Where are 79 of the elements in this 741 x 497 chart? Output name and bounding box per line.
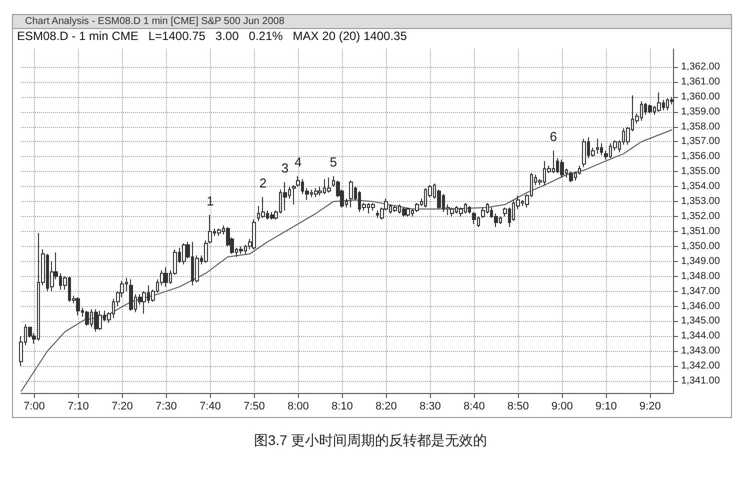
y-tick-label: 1,354.00 — [681, 181, 720, 192]
candlestick — [164, 266, 168, 288]
candlestick — [450, 207, 454, 218]
y-tick-label: 1,347.00 — [681, 286, 720, 297]
candlestick — [657, 92, 661, 112]
candlestick — [349, 180, 353, 208]
y-tick-label: 1,360.00 — [681, 91, 720, 102]
y-tick-label: 1,361.00 — [681, 76, 720, 88]
chart-subtitle: ESM08.D - 1 min CME L=1400.75 3.00 0.21% MAX 20 (20) 1400.35 — [16, 29, 408, 44]
x-tick-label: 7:40 — [199, 400, 221, 412]
y-tick-label: 1,353.00 — [681, 196, 720, 208]
annotation: 6 — [550, 129, 557, 144]
y-tick-label: 1,346.00 — [681, 300, 720, 312]
candlestick — [85, 310, 89, 326]
candlestick — [283, 182, 287, 212]
candlestick — [459, 207, 463, 218]
x-tick-label: 7:00 — [23, 400, 45, 412]
x-tick-label: 8:40 — [463, 400, 485, 412]
candlestick — [94, 308, 98, 332]
candlestick — [406, 207, 410, 218]
y-tick-label: 1,355.00 — [681, 166, 720, 178]
candlestick — [402, 207, 406, 218]
y-tick-label: 1,357.00 — [681, 136, 720, 148]
x-tick-label: 8:30 — [419, 400, 441, 412]
candlestick — [239, 246, 243, 254]
candlestick — [648, 104, 652, 114]
y-tick-label: 1,341.00 — [681, 376, 720, 387]
y-tick-label: 1,351.00 — [681, 226, 720, 237]
annotation: 1 — [206, 194, 214, 209]
candlestick — [270, 212, 274, 220]
caption: 图3.7 更小时间周期的反转都是无效的 — [252, 432, 488, 450]
y-tick-label: 1,342.00 — [681, 360, 720, 372]
candlestick — [393, 206, 397, 213]
x-tick-label: 9:10 — [595, 400, 617, 412]
candlestick — [327, 177, 331, 194]
candlestick — [98, 310, 102, 331]
annotation: 5 — [330, 154, 337, 170]
x-tick-label: 7:10 — [67, 400, 89, 412]
candlestick — [596, 138, 599, 154]
candlestick — [252, 219, 256, 250]
candlestick — [560, 159, 564, 178]
y-tick-label: 1,362.00 — [681, 61, 720, 72]
x-tick-label: 8:00 — [287, 400, 309, 412]
x-tick-label: 7:30 — [155, 400, 177, 412]
chart-title: Chart Analysis - ESM08.D 1 min [CME] S&P 500 Jun 2008 — [13, 15, 731, 29]
y-tick-label: 1,343.00 — [681, 346, 720, 357]
x-tick-label: 9:00 — [551, 400, 573, 412]
candlestick — [468, 206, 471, 214]
candlestick — [314, 188, 318, 198]
candlestick — [261, 196, 265, 219]
y-tick-label: 1,349.00 — [681, 256, 720, 267]
y-tick-label: 1,358.00 — [681, 121, 720, 132]
candlestick — [582, 138, 586, 168]
candlestick — [472, 212, 476, 224]
annotation: 2 — [259, 176, 267, 191]
annotation: 3 — [281, 160, 289, 176]
y-tick-label: 1,344.00 — [681, 330, 720, 342]
x-tick-label: 8:50 — [507, 400, 529, 412]
y-tick-label: 1,350.00 — [681, 240, 720, 252]
candlestick — [481, 207, 485, 219]
candlestick — [371, 202, 375, 212]
candlestick — [600, 142, 603, 156]
y-tick-label: 1,352.00 — [681, 211, 720, 222]
x-tick-label: 7:50 — [243, 400, 265, 412]
candlestick — [129, 278, 133, 312]
y-tick-label: 1,345.00 — [681, 316, 720, 327]
x-tick-label: 7:20 — [111, 400, 133, 412]
candlestick — [76, 296, 80, 316]
candlestick — [415, 202, 419, 213]
y-tick-label: 1,359.00 — [681, 106, 720, 118]
candlestick — [569, 171, 573, 183]
candlestick — [217, 228, 221, 236]
y-tick-label: 1,356.00 — [681, 151, 720, 162]
y-tick-label: 1,348.00 — [681, 270, 720, 282]
x-tick-label: 8:20 — [375, 400, 397, 412]
x-tick-label: 8:10 — [331, 400, 353, 412]
candlestick — [182, 242, 186, 265]
annotation: 4 — [294, 154, 302, 170]
x-tick-label: 9:20 — [639, 400, 661, 412]
